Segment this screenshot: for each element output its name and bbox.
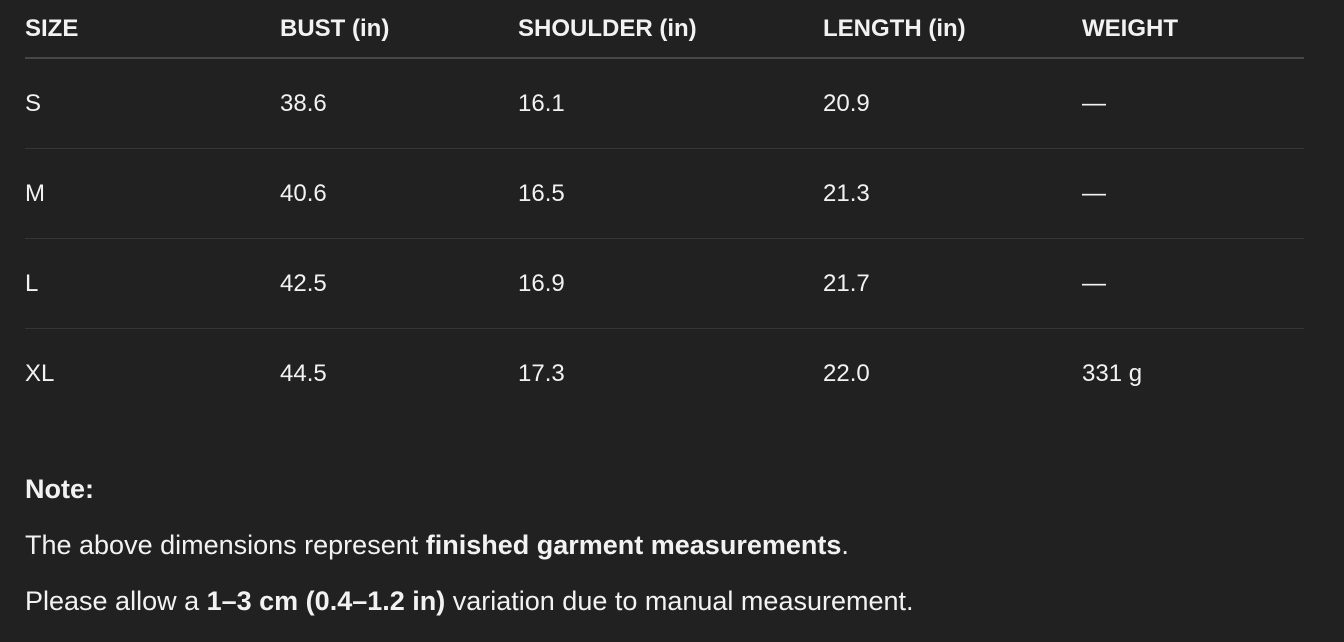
note-emphasis: finished garment measurements: [425, 530, 842, 560]
header-weight: WEIGHT: [1082, 0, 1304, 59]
table-header-row: SIZE BUST (in) SHOULDER (in) LENGTH (in)…: [25, 0, 1304, 59]
header-shoulder: SHOULDER (in): [518, 0, 823, 59]
cell-bust: 40.6: [280, 148, 518, 239]
table-row: S 38.6 16.1 20.9—: [25, 58, 1304, 149]
note-text: Please allow a: [25, 586, 207, 616]
cell-length: 21.7: [823, 238, 1082, 329]
cell-size: L: [25, 238, 280, 329]
cell-size: XL: [25, 359, 55, 387]
table-row: XL 44.5 17.3 22.0 331 g: [25, 329, 1304, 419]
note-line-2: Please allow a 1–3 cm (0.4–1.2 in) varia…: [25, 586, 914, 617]
note-text: variation due to manual measurement.: [445, 586, 914, 616]
cell-bust: 42.5: [280, 238, 518, 329]
note-emphasis: 1–3 cm (0.4–1.2 in): [206, 586, 446, 616]
cell-bust: 44.5: [280, 359, 327, 387]
header-bust: BUST (in): [280, 0, 518, 59]
table-row: M 40.6 16.5 21.3—: [25, 148, 1304, 239]
cell-size: M: [25, 148, 280, 239]
header-size: SIZE: [25, 0, 280, 59]
cell-weight: —: [1082, 58, 1304, 149]
cell-shoulder: 16.1: [518, 58, 823, 149]
cell-size: S: [25, 58, 280, 149]
header-length: LENGTH (in): [823, 0, 1082, 59]
cell-weight: 331 g: [1082, 359, 1143, 387]
cell-length: 22.0: [823, 359, 870, 387]
cell-shoulder: 16.5: [518, 148, 823, 239]
cell-length: 21.3: [823, 148, 1082, 239]
cell-weight: —: [1082, 148, 1304, 239]
cell-length: 20.9: [823, 58, 1082, 149]
cell-weight: —: [1082, 238, 1304, 329]
table-row: L 42.5 16.9 21.7—: [25, 238, 1304, 329]
note-title: Note:: [25, 474, 94, 504]
cell-bust: 38.6: [280, 58, 518, 149]
note-text: .: [841, 530, 849, 560]
note-line-1: The above dimensions represent finished …: [25, 530, 849, 561]
note-text: The above dimensions represent: [25, 530, 426, 560]
cell-shoulder: 16.9: [518, 238, 823, 329]
size-chart-table: SIZE BUST (in) SHOULDER (in) LENGTH (in)…: [25, 0, 1304, 418]
cell-shoulder: 17.3: [518, 359, 565, 387]
